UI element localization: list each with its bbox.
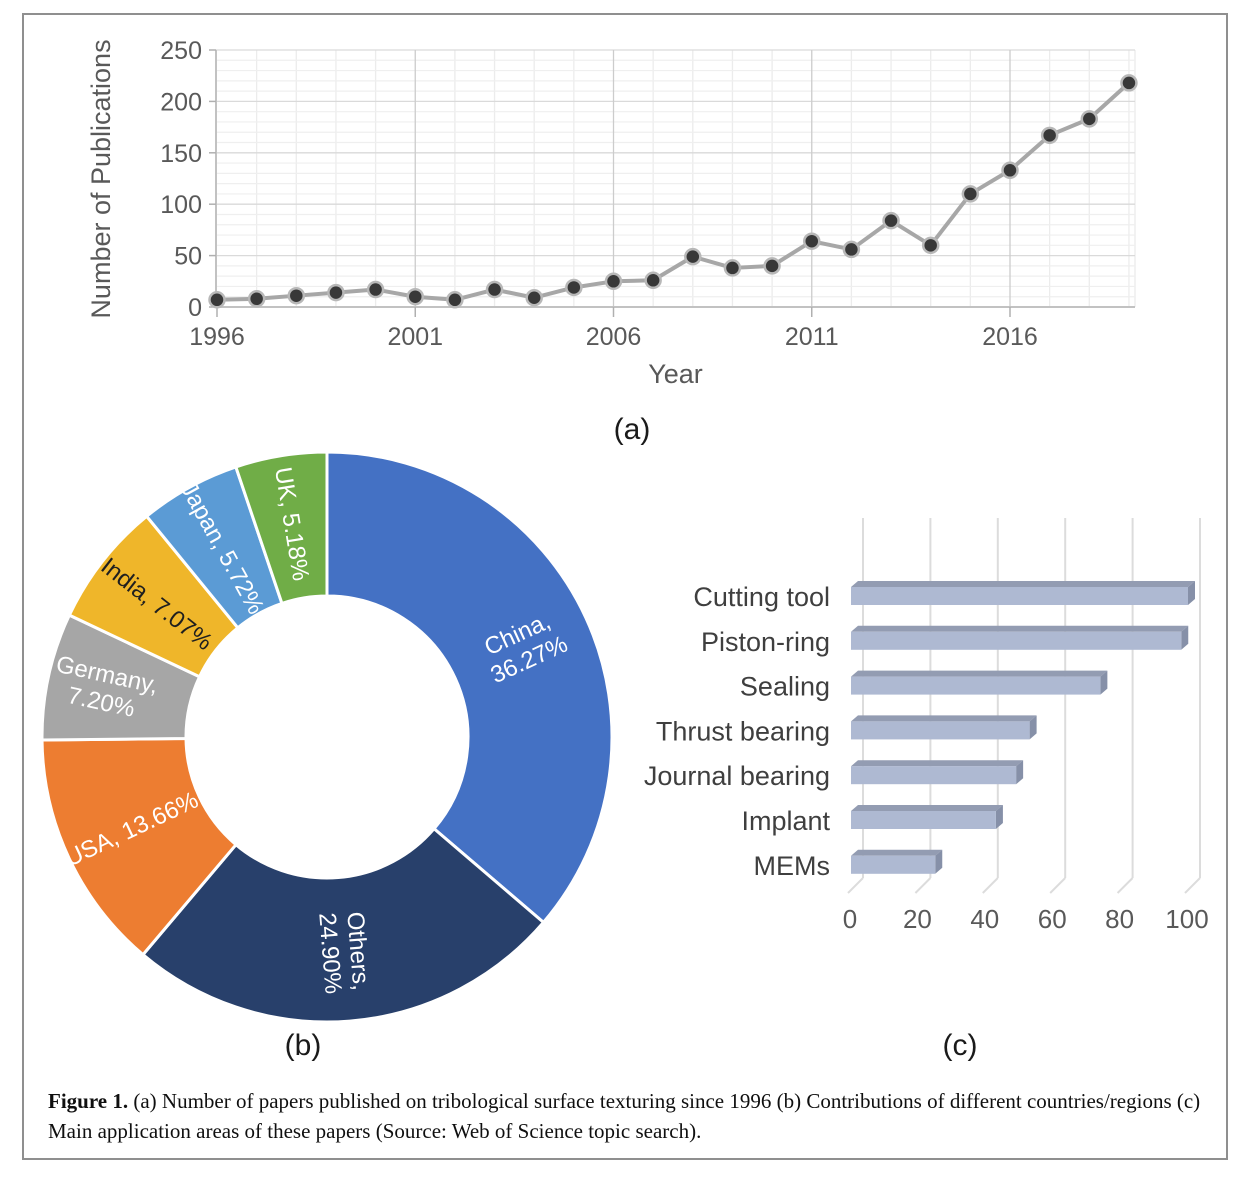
data-point-2013 xyxy=(882,211,900,230)
data-point-1999 xyxy=(327,283,345,302)
data-point-1998 xyxy=(287,286,306,305)
data-series xyxy=(208,74,1138,309)
data-point-2007 xyxy=(644,271,662,290)
x-tick-label: 1996 xyxy=(189,323,245,351)
bar-sealing xyxy=(851,670,1108,695)
data-point-2014 xyxy=(921,236,940,255)
x-tick-label: 60 xyxy=(1038,904,1067,934)
category-label-thrust-bearing: Thrust bearing xyxy=(656,716,830,746)
pie-slice-others xyxy=(141,827,545,1024)
data-point-2019 xyxy=(1120,74,1138,92)
y-tick-label: 100 xyxy=(160,191,202,219)
data-point-2015 xyxy=(961,185,980,203)
data-point-1996 xyxy=(208,291,226,309)
data-point-2006 xyxy=(604,272,623,291)
y-axis-title: Number of Publications xyxy=(86,39,116,318)
x-tick-label: 2011 xyxy=(785,323,839,351)
category-label-mems: MEMs xyxy=(754,851,831,881)
donut-slices xyxy=(40,450,614,1024)
bars xyxy=(851,581,1195,874)
figure-box: 0 50 100 150 200 250 1996 2001 2006 2011 2016 Numbe… xyxy=(22,13,1228,1160)
data-point-2012 xyxy=(842,240,861,259)
panel-label-c: (c) xyxy=(942,1029,978,1062)
bar-implant xyxy=(851,805,1003,829)
category-label-piston-ring: Piston-ring xyxy=(701,627,830,657)
data-point-2002 xyxy=(446,291,464,309)
data-point-2001 xyxy=(406,287,424,306)
data-point-2018 xyxy=(1080,110,1099,128)
gridlines xyxy=(847,518,1201,894)
x-axis-title: Year xyxy=(648,359,703,389)
category-label-implant: Implant xyxy=(741,806,830,836)
axis-labels: 0 50 100 150 200 250 1996 2001 2006 2011 2016 Numbe… xyxy=(86,37,1038,389)
bar-piston-ring xyxy=(851,625,1189,650)
x-tick-label: 0 xyxy=(843,904,857,934)
figure-caption: Figure 1. (a) Number of papers published… xyxy=(48,1087,1206,1147)
pie-slice-usa xyxy=(40,737,238,957)
y-tick-label: 50 xyxy=(174,243,202,271)
data-point-2010 xyxy=(763,257,781,275)
bar-chart-application-areas: Cutting tool Piston-ring Sealing Thrust bea… xyxy=(644,518,1209,934)
category-label-sealing: Sealing xyxy=(740,672,830,702)
pie-slice-uk xyxy=(234,450,329,605)
labels: Cutting tool Piston-ring Sealing Thrust bea… xyxy=(644,582,1209,934)
y-tick-label: 250 xyxy=(160,37,202,65)
category-label-journal-bearing: Journal bearing xyxy=(644,761,830,791)
data-point-2009 xyxy=(723,259,742,277)
data-point-2003 xyxy=(485,280,504,299)
x-tick-label: 2016 xyxy=(982,323,1038,351)
panel-label-a: (a) xyxy=(613,413,651,446)
data-point-2008 xyxy=(684,247,702,266)
bar-mems xyxy=(851,849,943,874)
data-point-1997 xyxy=(247,290,266,308)
y-tick-label: 150 xyxy=(160,140,202,168)
x-tick-label: 80 xyxy=(1105,904,1134,934)
x-tick-label: 40 xyxy=(970,904,999,934)
data-point-2016 xyxy=(1001,161,1019,180)
donut-chart-country-contributions: China,36.27%Others,24.90%USA, 13.66%Germ… xyxy=(40,450,614,1024)
data-point-2017 xyxy=(1040,126,1059,145)
gridlines xyxy=(216,49,1136,307)
panel-label-b: (b) xyxy=(284,1029,322,1062)
category-label-cutting-tool: Cutting tool xyxy=(693,582,830,612)
caption-figure-number: Figure 1. xyxy=(48,1089,129,1113)
axes xyxy=(209,49,1135,317)
pie-label-others: Others,24.90% xyxy=(313,910,374,996)
y-tick-label: 200 xyxy=(160,88,202,116)
pie-slice-china xyxy=(325,450,614,924)
x-tick-label: 100 xyxy=(1165,904,1208,934)
bar-cutting-tool xyxy=(851,581,1195,605)
data-point-2005 xyxy=(565,278,583,297)
y-tick-label: 0 xyxy=(188,294,202,322)
data-point-2004 xyxy=(525,288,543,307)
x-tick-label: 2006 xyxy=(586,323,642,351)
bar-journal-bearing xyxy=(851,760,1024,785)
x-tick-label: 20 xyxy=(903,904,932,934)
x-tick-label: 2001 xyxy=(387,323,443,351)
caption-text: (a) Number of papers published on tribol… xyxy=(48,1089,1201,1143)
bar-thrust-bearing xyxy=(851,715,1037,740)
data-point-2011 xyxy=(803,232,821,250)
publications-line xyxy=(215,80,1131,302)
data-point-2000 xyxy=(366,280,385,299)
line-chart-publications-by-year: 0 50 100 150 200 250 1996 2001 2006 2011 2016 Numbe… xyxy=(86,37,1138,389)
